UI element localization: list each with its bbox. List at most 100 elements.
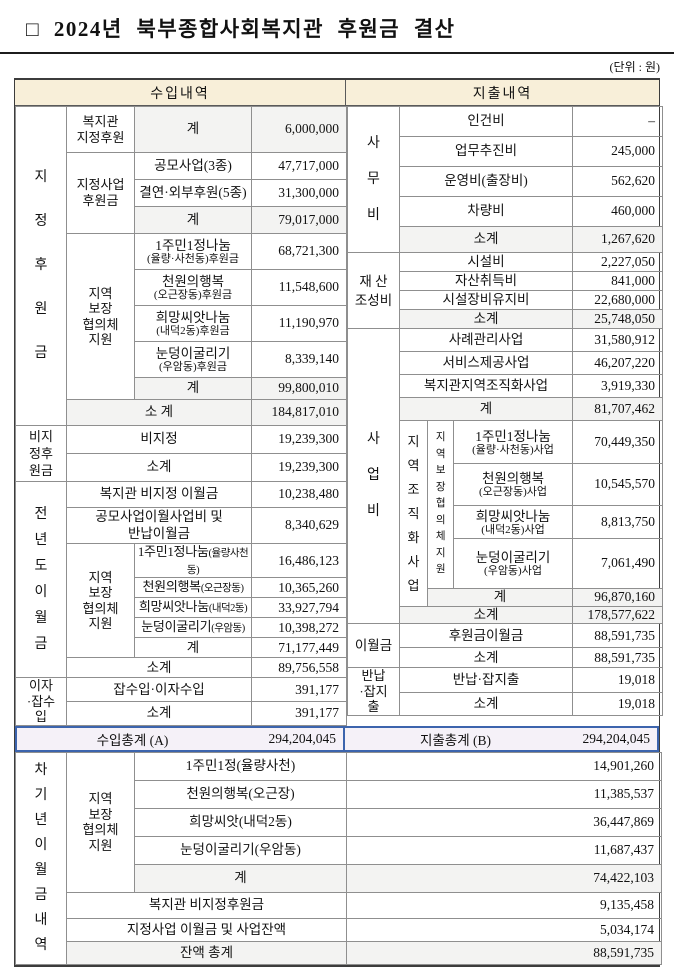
table-row: 계 71,177,449 bbox=[16, 637, 347, 659]
group-label: 복지관 지정후원 bbox=[66, 106, 135, 153]
value-cell: 6,000,000 bbox=[251, 106, 347, 153]
value-cell: 31,580,912 bbox=[572, 328, 664, 352]
item-cell: 소계 bbox=[398, 226, 574, 253]
item-cell: 소계 bbox=[398, 691, 574, 716]
value-cell: 9,135,458 bbox=[346, 891, 662, 919]
value-cell: 5,034,174 bbox=[346, 917, 662, 942]
table-body: 지 정 후 원 금 복지관 지정후원 계 6,000,000 지정사업 후원금 … bbox=[15, 106, 664, 726]
table-row: 결연·외부후원(5종) 31,300,000 bbox=[16, 179, 347, 207]
item-cell: 천원의행복(오근장) bbox=[134, 779, 347, 809]
subtotal-row: 소계 1,267,620 bbox=[348, 226, 664, 253]
group-label: 지정사업 후원금 bbox=[66, 152, 135, 234]
item-cell: 계 bbox=[398, 397, 574, 421]
item-cell: 계 bbox=[134, 377, 252, 400]
item-cell: 희망씨앗나눔(내덕2동) bbox=[134, 597, 252, 619]
table-row: 지정사업 이월금 및 사업잔액 5,034,174 bbox=[16, 917, 662, 942]
value-cell: 81,707,462 bbox=[572, 397, 664, 421]
table-row: 이자 ·잡수 입 잡수입·이자수입 391,177 bbox=[15, 677, 347, 726]
value-cell: 19,239,300 bbox=[251, 425, 347, 454]
item-name: 희망씨앗나눔 bbox=[138, 599, 209, 615]
table-row: 천원의행복(오근장동) 10,365,260 bbox=[16, 577, 347, 599]
item-cell: 복지관지역조직화사업 bbox=[398, 374, 574, 398]
settlement-table: 수입내역 지출내역 지 정 후 원 금 복지관 지정후원 계 6,000,000… bbox=[14, 78, 664, 967]
item-cell: 눈덩이굴리기 (우암동)후원금 bbox=[134, 341, 252, 378]
item-cell: 계 bbox=[134, 106, 252, 153]
category-label-designated: 지 정 후 원 금 bbox=[15, 106, 67, 426]
item-subtext: (내덕2동) bbox=[208, 603, 248, 615]
item-cell: 반납·잡지출 bbox=[398, 667, 574, 693]
value-cell: 1,267,620 bbox=[572, 226, 664, 253]
item-name: 1주민1정나눔 bbox=[137, 544, 209, 559]
item-cell: 소계 bbox=[398, 647, 574, 669]
item-cell: 차량비 bbox=[398, 196, 574, 227]
table-row: 지 역 조 직 화 사 업 지 역 보 장 협 의 체 지 원 1주민1정나눔 … bbox=[348, 420, 664, 607]
subtotal-row: 소계 19,018 bbox=[348, 691, 664, 716]
table-row: 희망씨앗(내덕2동) 36,447,869 bbox=[16, 807, 662, 837]
value-cell: 841,000 bbox=[572, 271, 664, 291]
income-total: 수입총계 (A) 294,204,045 bbox=[15, 725, 345, 752]
category-label-property: 재 산 조성비 bbox=[347, 252, 400, 329]
item-cell: 1주민1정(율량사천) bbox=[134, 751, 347, 781]
value-cell: 22,680,000 bbox=[572, 290, 664, 310]
value-cell: 7,061,490 bbox=[572, 538, 664, 589]
item-name: 희망씨앗나눔 bbox=[155, 310, 231, 325]
item-cell: 공모사업(3종) bbox=[134, 152, 252, 180]
item-cell: 복지관 비지정후원금 bbox=[66, 891, 347, 919]
table-row: 사 무 비 인건비 – bbox=[347, 106, 664, 253]
item-subtext: (율량·사천동)사업 bbox=[472, 443, 554, 456]
item-subtext: (내덕2동)사업 bbox=[481, 523, 545, 536]
table-row: 지역 보장 협의체 지원 1주민1정나눔 (율량·사천동)후원금 68,721,… bbox=[16, 233, 347, 400]
value-cell: 99,800,010 bbox=[251, 377, 347, 400]
item-subtext: (율량·사천동)후원금 bbox=[147, 253, 239, 265]
item-cell: 희망씨앗(내덕2동) bbox=[134, 807, 347, 837]
item-cell: 복지관 비지정 이월금 bbox=[66, 481, 252, 508]
item-subtext: (오근장동)후원금 bbox=[153, 289, 233, 301]
value-cell: 88,591,735 bbox=[572, 647, 664, 669]
item-cell: 지정사업 이월금 및 사업잔액 bbox=[66, 917, 347, 942]
table-row: 눈덩이굴리기(우암동) 10,398,272 bbox=[16, 617, 347, 639]
value-cell: 16,486,123 bbox=[251, 542, 347, 579]
item-cell: 소계 bbox=[66, 701, 252, 726]
table-row: 천원의행복 (오근장동)후원금 11,548,600 bbox=[16, 269, 347, 306]
table-row: 사 업 비 사례관리사업 31,580,912 bbox=[347, 327, 664, 625]
value-cell: 391,177 bbox=[251, 701, 347, 726]
item-cell: 희망씨앗나눔 (내덕2동)사업 bbox=[452, 505, 574, 539]
item-cell: 결연·외부후원(5종) bbox=[134, 179, 252, 207]
value-cell: 19,239,300 bbox=[251, 453, 347, 482]
item-subtext: (우암동) bbox=[211, 623, 245, 635]
value-cell: 11,190,970 bbox=[251, 305, 347, 342]
item-cell: 계 bbox=[134, 863, 347, 893]
expense-total: 지출총계 (B) 294,204,045 bbox=[344, 725, 659, 752]
item-cell: 소계 bbox=[398, 605, 574, 625]
value-cell: 96,870,160 bbox=[572, 588, 664, 607]
value-cell: 14,901,260 bbox=[346, 751, 662, 781]
item-cell: 사례관리사업 bbox=[398, 328, 574, 352]
table-row: 재 산 조성비 시설비 2,227,050 bbox=[347, 252, 664, 329]
item-cell: 계 bbox=[426, 588, 574, 607]
item-cell: 인건비 bbox=[398, 106, 574, 137]
income-header: 수입내역 bbox=[150, 86, 210, 102]
item-cell: 1주민1정나눔 (율량·사천동)후원금 bbox=[134, 233, 252, 270]
item-name: 눈덩이굴리기 bbox=[475, 550, 551, 565]
grand-total-row: 잔액 총계 88,591,735 bbox=[16, 940, 662, 965]
table-row: 눈덩이굴리기(우암동) 11,687,437 bbox=[16, 835, 662, 865]
value-cell: 10,238,480 bbox=[251, 481, 347, 508]
value-cell: 31,300,000 bbox=[251, 179, 347, 207]
item-cell: 눈덩이굴리기(우암동) bbox=[134, 835, 347, 865]
item-name: 1주민1정나눔 bbox=[155, 238, 231, 253]
income-table: 지 정 후 원 금 복지관 지정후원 계 6,000,000 지정사업 후원금 … bbox=[15, 106, 347, 726]
category-label-undesignated: 비지 정후 원금 bbox=[15, 425, 67, 482]
value-cell: 8,813,750 bbox=[572, 505, 664, 539]
item-name: 눈덩이굴리기 bbox=[155, 346, 231, 361]
value-cell: 11,548,600 bbox=[251, 269, 347, 306]
doc-title: □ 2024년 북부종합사회복지관 후원금 결산 bbox=[26, 17, 456, 41]
item-cell: 1주민1정나눔 (율량·사천동)사업 bbox=[452, 420, 574, 464]
item-cell: 계 bbox=[134, 637, 252, 659]
value-cell: 391,177 bbox=[251, 677, 347, 703]
table-row: 비지 정후 원금 비지정 19,239,300 bbox=[15, 425, 347, 482]
item-cell: 천원의행복 (오근장동)후원금 bbox=[134, 269, 252, 306]
item-cell: 자산취득비 bbox=[398, 271, 574, 291]
value-cell: 178,577,622 bbox=[572, 605, 664, 625]
value-cell: 245,000 bbox=[572, 136, 664, 167]
table-row: 계 79,017,000 bbox=[16, 206, 347, 234]
